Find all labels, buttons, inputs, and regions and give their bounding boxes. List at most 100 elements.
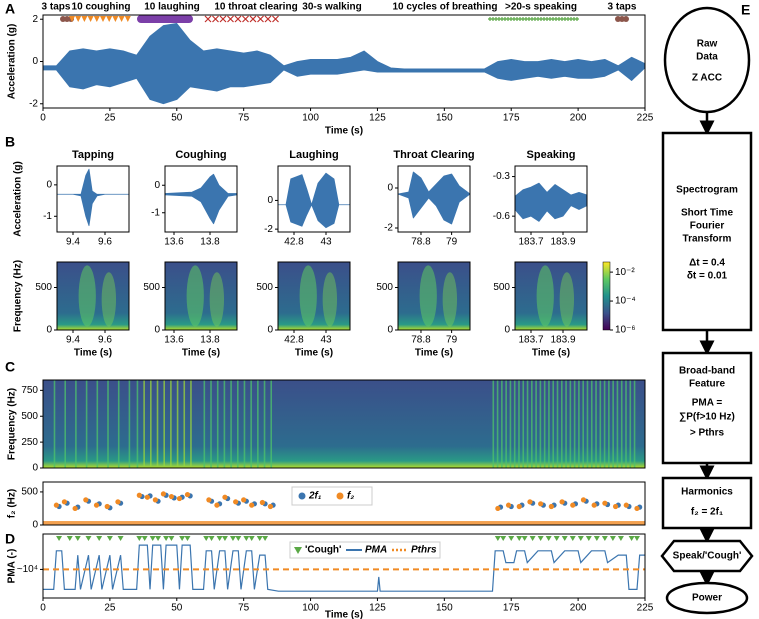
scatter-point: [144, 494, 150, 500]
cough-marker: [141, 536, 148, 541]
spectrogram-stripe: [250, 380, 252, 468]
spectrogram-stripe: [230, 380, 232, 468]
x-tick-label: 13.8: [200, 237, 220, 248]
scatter-point: [222, 494, 228, 500]
legend-label: f₂: [347, 491, 354, 502]
spectrogram-blob: [419, 265, 437, 327]
cough-marker: [184, 536, 191, 541]
cough-marker: [203, 536, 210, 541]
plot-frame: [514, 261, 588, 331]
flow-text: Z ACC: [692, 73, 722, 84]
cough-marker: [585, 536, 592, 541]
event-marker: [69, 16, 75, 22]
scatter-point: [548, 503, 554, 510]
spectrogram-stripe: [586, 380, 589, 468]
spectrogram-stripe: [620, 380, 623, 468]
legend-box: [289, 541, 441, 559]
spectrogram-stripe: [64, 380, 67, 468]
cough-marker: [179, 536, 186, 541]
spectrogram-stripe: [505, 380, 507, 468]
scatter-point: [184, 491, 191, 498]
spectrogram-stripe: [633, 380, 636, 468]
x-tick-label: 43: [320, 237, 332, 248]
spectrogram-stripe: [223, 380, 226, 468]
y-tick-label: 500: [35, 282, 52, 293]
event-marker: [137, 15, 193, 23]
x-tick-label: 175: [503, 113, 520, 124]
cough-marker: [617, 536, 624, 541]
cough-marker: [628, 536, 635, 541]
scatter-point: [570, 502, 576, 508]
cough-marker: [243, 536, 250, 541]
spectrogram-blob: [186, 265, 204, 327]
plot-frame: [397, 261, 471, 331]
spectrogram-stripe: [176, 380, 179, 468]
spectrogram-stripe: [616, 380, 619, 468]
x-tick-label: 183.7: [518, 335, 543, 346]
y-tick-label: 500: [256, 282, 273, 293]
panel-label: C: [5, 359, 15, 375]
spectrogram-stripe: [569, 380, 572, 468]
signal-envelope: [56, 168, 130, 227]
spectrogram-stripe: [216, 380, 219, 468]
event-marker: [93, 16, 100, 22]
scatter-point: [160, 491, 166, 497]
scatter-point: [61, 499, 68, 505]
flow-text: f₂ = 2f₁: [691, 507, 723, 518]
spectrogram-stripe: [150, 380, 152, 468]
x-tick-label: 175: [503, 603, 520, 614]
scatter-point: [72, 505, 78, 512]
panel-label: A: [5, 1, 15, 17]
y-axis-label: Acceleration (g): [13, 161, 24, 237]
cough-marker: [66, 536, 73, 541]
cough-marker: [569, 536, 576, 541]
cough-marker: [521, 536, 528, 541]
scatter-point: [249, 502, 255, 508]
event-marker: [264, 15, 272, 23]
y-tick-label: -1: [43, 211, 52, 222]
chart-title: Throat Clearing: [393, 149, 474, 161]
event-marker: [124, 16, 131, 22]
x-tick-label: 78.8: [411, 237, 431, 248]
cough-marker: [577, 536, 584, 541]
colorbar-tick-label: 10⁻⁶: [615, 325, 636, 336]
signal-envelope: [277, 172, 351, 229]
scatter-point: [83, 497, 89, 503]
spectrogram-stripe: [107, 380, 109, 468]
legend-swatch: [336, 492, 344, 500]
scatter-point: [623, 502, 629, 508]
scatter-point: [93, 502, 100, 508]
scatter-point: [580, 497, 587, 503]
flow-node: [661, 476, 753, 530]
x-tick-label: 13.8: [200, 335, 220, 346]
cough-marker: [256, 536, 263, 541]
spectrogram-stripe: [156, 380, 159, 468]
y-tick-label: 0: [154, 180, 160, 191]
spectrogram-stripe: [590, 380, 593, 468]
colorbar-tick-label: 10⁻²: [615, 267, 635, 278]
x-tick-label: 42.8: [284, 237, 304, 248]
spectrogram-stripe: [595, 380, 597, 468]
x-tick-label: 43: [320, 335, 332, 346]
scatter-point: [168, 493, 175, 500]
x-tick-label: 75: [238, 603, 250, 614]
y-tick-label: 0: [32, 520, 38, 531]
plot-frame: [56, 261, 130, 331]
scatter-point: [176, 495, 183, 502]
event-label: 3 taps: [42, 2, 71, 13]
event-marker: [212, 15, 219, 23]
flow-node: [660, 539, 754, 573]
x-tick-label: 25: [104, 603, 116, 614]
x-tick-label: 9.4: [66, 335, 80, 346]
spectrogram-stripe: [163, 380, 165, 468]
spectrogram-stripe: [170, 380, 172, 468]
x-tick-label: 183.9: [550, 237, 575, 248]
spectrogram-blob: [209, 272, 225, 327]
scatter-point: [538, 501, 544, 507]
y-tick-label: 250: [21, 437, 38, 448]
plot-frame: [277, 261, 351, 331]
event-marker: [227, 15, 234, 23]
scatter-point: [115, 499, 121, 505]
event-label: 30-s walking: [302, 2, 361, 13]
y-tick-label: 0: [387, 183, 393, 194]
